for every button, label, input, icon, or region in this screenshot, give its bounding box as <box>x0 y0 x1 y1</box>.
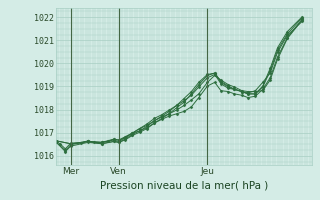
X-axis label: Pression niveau de la mer( hPa ): Pression niveau de la mer( hPa ) <box>100 180 268 190</box>
